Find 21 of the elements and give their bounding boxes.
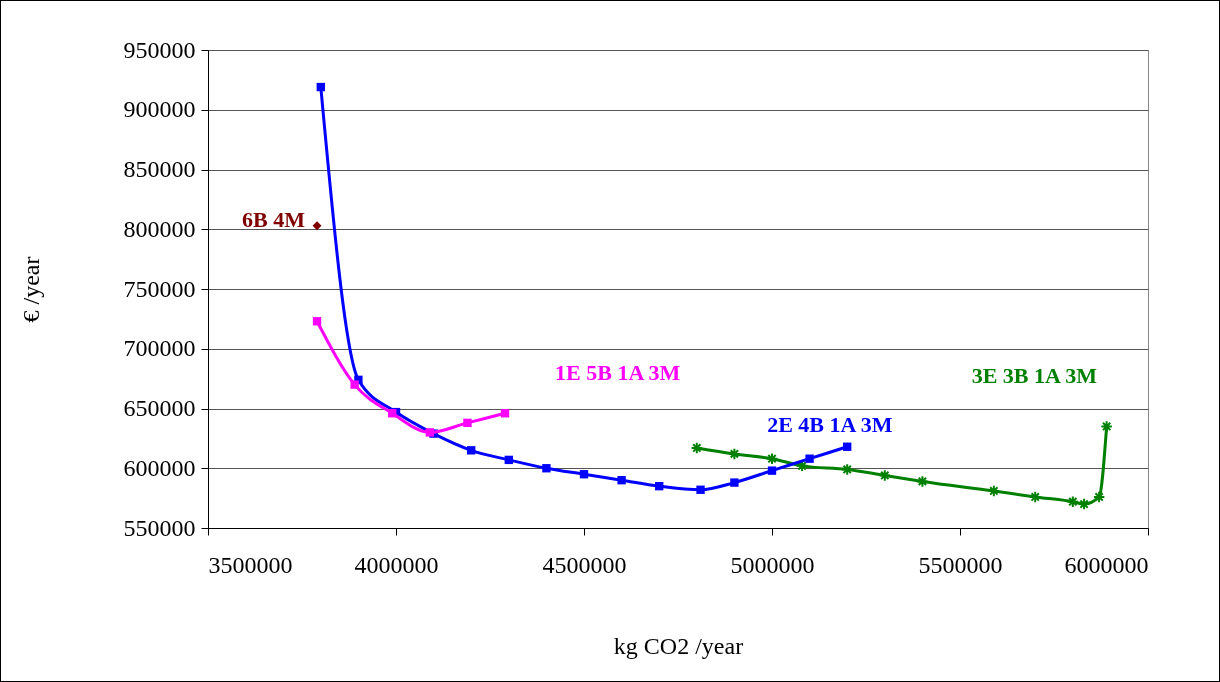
series-label: 6B 4M: [242, 206, 306, 232]
y-tick-label: 700000: [123, 335, 196, 362]
y-tick-label: 600000: [123, 454, 196, 481]
series-label: 3E 3B 1A 3M: [971, 363, 1098, 389]
y-tick-label: 950000: [123, 36, 196, 63]
x-tick-label: 5500000: [918, 551, 1003, 578]
y-tick-label: 800000: [123, 215, 196, 242]
y-tick-label: 550000: [123, 514, 196, 541]
x-tick-label: 4000000: [354, 551, 439, 578]
x-tick-label: 4500000: [542, 551, 627, 578]
y-tick-label: 650000: [123, 395, 196, 421]
x-tick-label: 5000000: [730, 551, 815, 578]
text: 1E 5B 1A 3M: [555, 360, 681, 386]
x-tick-label: 3500000: [208, 551, 293, 578]
x-tick-label: 6000000: [1064, 551, 1149, 578]
y-tick-label: 900000: [123, 96, 196, 123]
x-axis-title: kg CO2 /year: [613, 632, 744, 659]
y-tick-label: 750000: [123, 275, 196, 302]
y-tick-label: 850000: [123, 156, 196, 182]
series-label: 2E 4B 1A 3M: [767, 411, 893, 437]
y-axis-title: € /year: [17, 256, 44, 323]
